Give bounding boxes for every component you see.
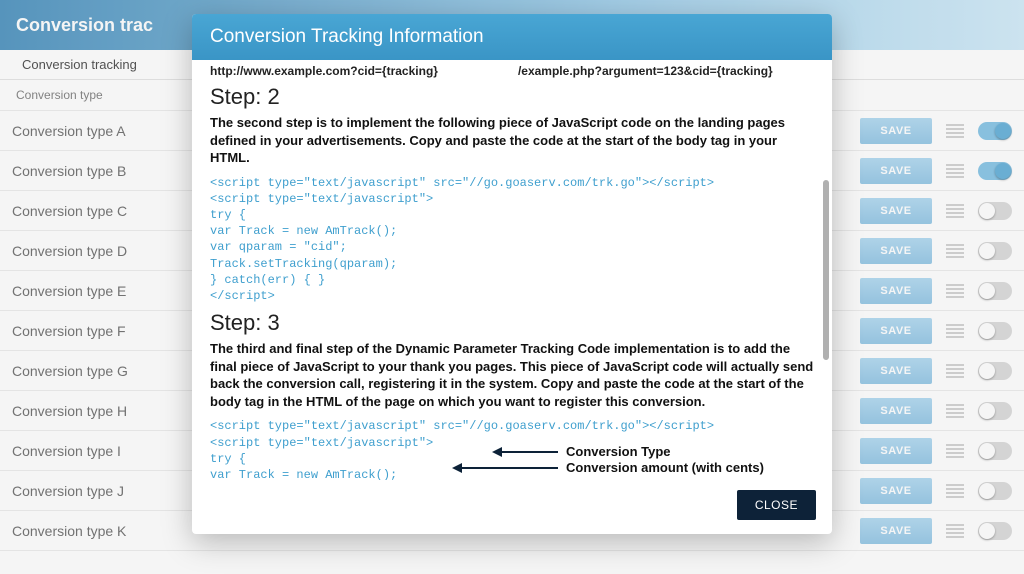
step2-text: The second step is to implement the foll… <box>210 114 814 167</box>
reorder-icon[interactable] <box>946 404 964 418</box>
step2-code: <script type="text/javascript" src="//go… <box>210 175 814 305</box>
scrollbar-thumb[interactable] <box>823 180 829 360</box>
enable-toggle[interactable] <box>978 122 1012 140</box>
enable-toggle[interactable] <box>978 402 1012 420</box>
save-button[interactable]: SAVE <box>860 358 932 384</box>
save-button[interactable]: SAVE <box>860 198 932 224</box>
save-button[interactable]: SAVE <box>860 278 932 304</box>
reorder-icon[interactable] <box>946 284 964 298</box>
step2-heading: Step: 2 <box>210 84 814 110</box>
reorder-icon[interactable] <box>946 164 964 178</box>
save-button[interactable]: SAVE <box>860 318 932 344</box>
modal-body[interactable]: http://www.example.com?cid={tracking} /e… <box>192 60 832 480</box>
save-button[interactable]: SAVE <box>860 438 932 464</box>
reorder-icon[interactable] <box>946 244 964 258</box>
close-button[interactable]: CLOSE <box>737 490 816 520</box>
reorder-icon[interactable] <box>946 324 964 338</box>
reorder-icon[interactable] <box>946 484 964 498</box>
modal-footer: CLOSE <box>192 480 832 534</box>
enable-toggle[interactable] <box>978 362 1012 380</box>
tab-conversion-tracking[interactable]: Conversion tracking <box>12 51 147 78</box>
reorder-icon[interactable] <box>946 364 964 378</box>
example-urls: http://www.example.com?cid={tracking} /e… <box>210 64 814 78</box>
reorder-icon[interactable] <box>946 524 964 538</box>
arrow-icon <box>492 445 558 459</box>
save-button[interactable]: SAVE <box>860 118 932 144</box>
annotation-conversion-amount: Conversion amount (with cents) <box>452 460 764 475</box>
url-right: /example.php?argument=123&cid={tracking} <box>518 64 773 78</box>
save-button[interactable]: SAVE <box>860 158 932 184</box>
reorder-icon[interactable] <box>946 444 964 458</box>
enable-toggle[interactable] <box>978 482 1012 500</box>
enable-toggle[interactable] <box>978 282 1012 300</box>
reorder-icon[interactable] <box>946 204 964 218</box>
arrow-icon <box>452 461 558 475</box>
url-left: http://www.example.com?cid={tracking} <box>210 64 438 78</box>
enable-toggle[interactable] <box>978 242 1012 260</box>
modal-title: Conversion Tracking Information <box>192 14 832 60</box>
conversion-tracking-info-modal: Conversion Tracking Information http://w… <box>192 14 832 534</box>
save-button[interactable]: SAVE <box>860 518 932 544</box>
enable-toggle[interactable] <box>978 162 1012 180</box>
step3-heading: Step: 3 <box>210 310 814 336</box>
enable-toggle[interactable] <box>978 202 1012 220</box>
enable-toggle[interactable] <box>978 522 1012 540</box>
save-button[interactable]: SAVE <box>860 238 932 264</box>
save-button[interactable]: SAVE <box>860 398 932 424</box>
page-title: Conversion trac <box>16 15 153 36</box>
step3-text: The third and final step of the Dynamic … <box>210 340 814 410</box>
annotation-conversion-type: Conversion Type <box>492 444 671 459</box>
enable-toggle[interactable] <box>978 442 1012 460</box>
save-button[interactable]: SAVE <box>860 478 932 504</box>
reorder-icon[interactable] <box>946 124 964 138</box>
enable-toggle[interactable] <box>978 322 1012 340</box>
